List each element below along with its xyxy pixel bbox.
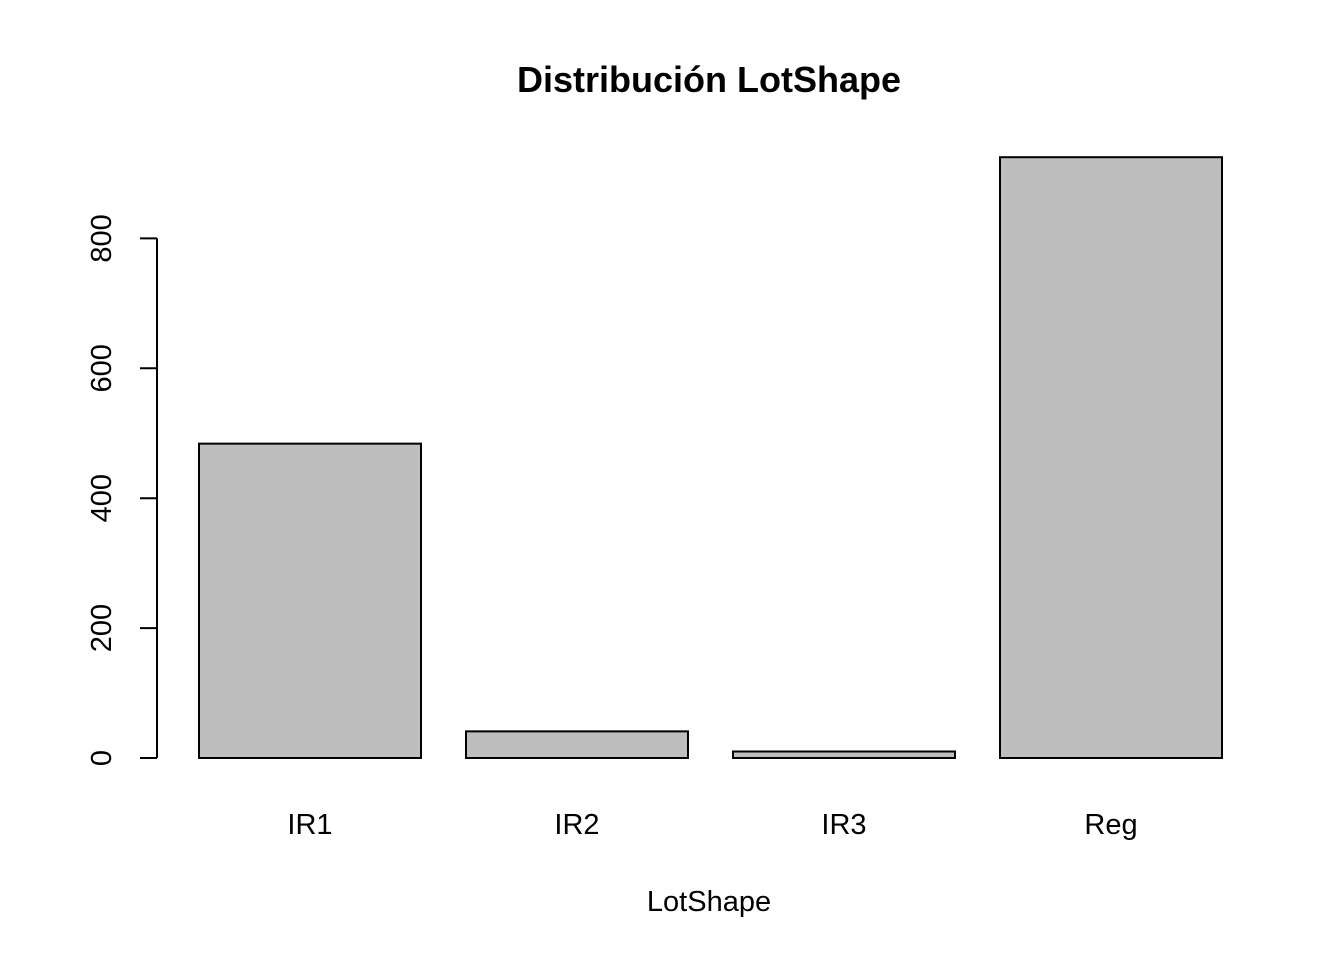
bar-ir2 [465,730,689,759]
y-axis: 0 200 400 600 800 [86,214,158,766]
bar-ir1 [198,442,422,759]
y-tick-label: 400 [86,474,118,522]
x-tick-label: IR1 [287,809,332,841]
y-tick-label: 600 [86,344,118,392]
y-tick-label: 0 [86,750,118,766]
x-tick-labels: IR1 IR2 IR3 Reg [287,809,1137,841]
x-tick-label: IR2 [554,809,599,841]
x-tick-label: Reg [1084,809,1137,841]
bar-reg [999,156,1223,759]
bars-group [198,156,1223,760]
bar-ir3 [732,750,956,760]
y-tick-label: 200 [86,604,118,652]
chart-title: Distribución LotShape [517,59,901,100]
x-axis-label: LotShape [647,886,771,918]
x-tick-label: IR3 [821,809,866,841]
y-tick-label: 800 [86,214,118,262]
